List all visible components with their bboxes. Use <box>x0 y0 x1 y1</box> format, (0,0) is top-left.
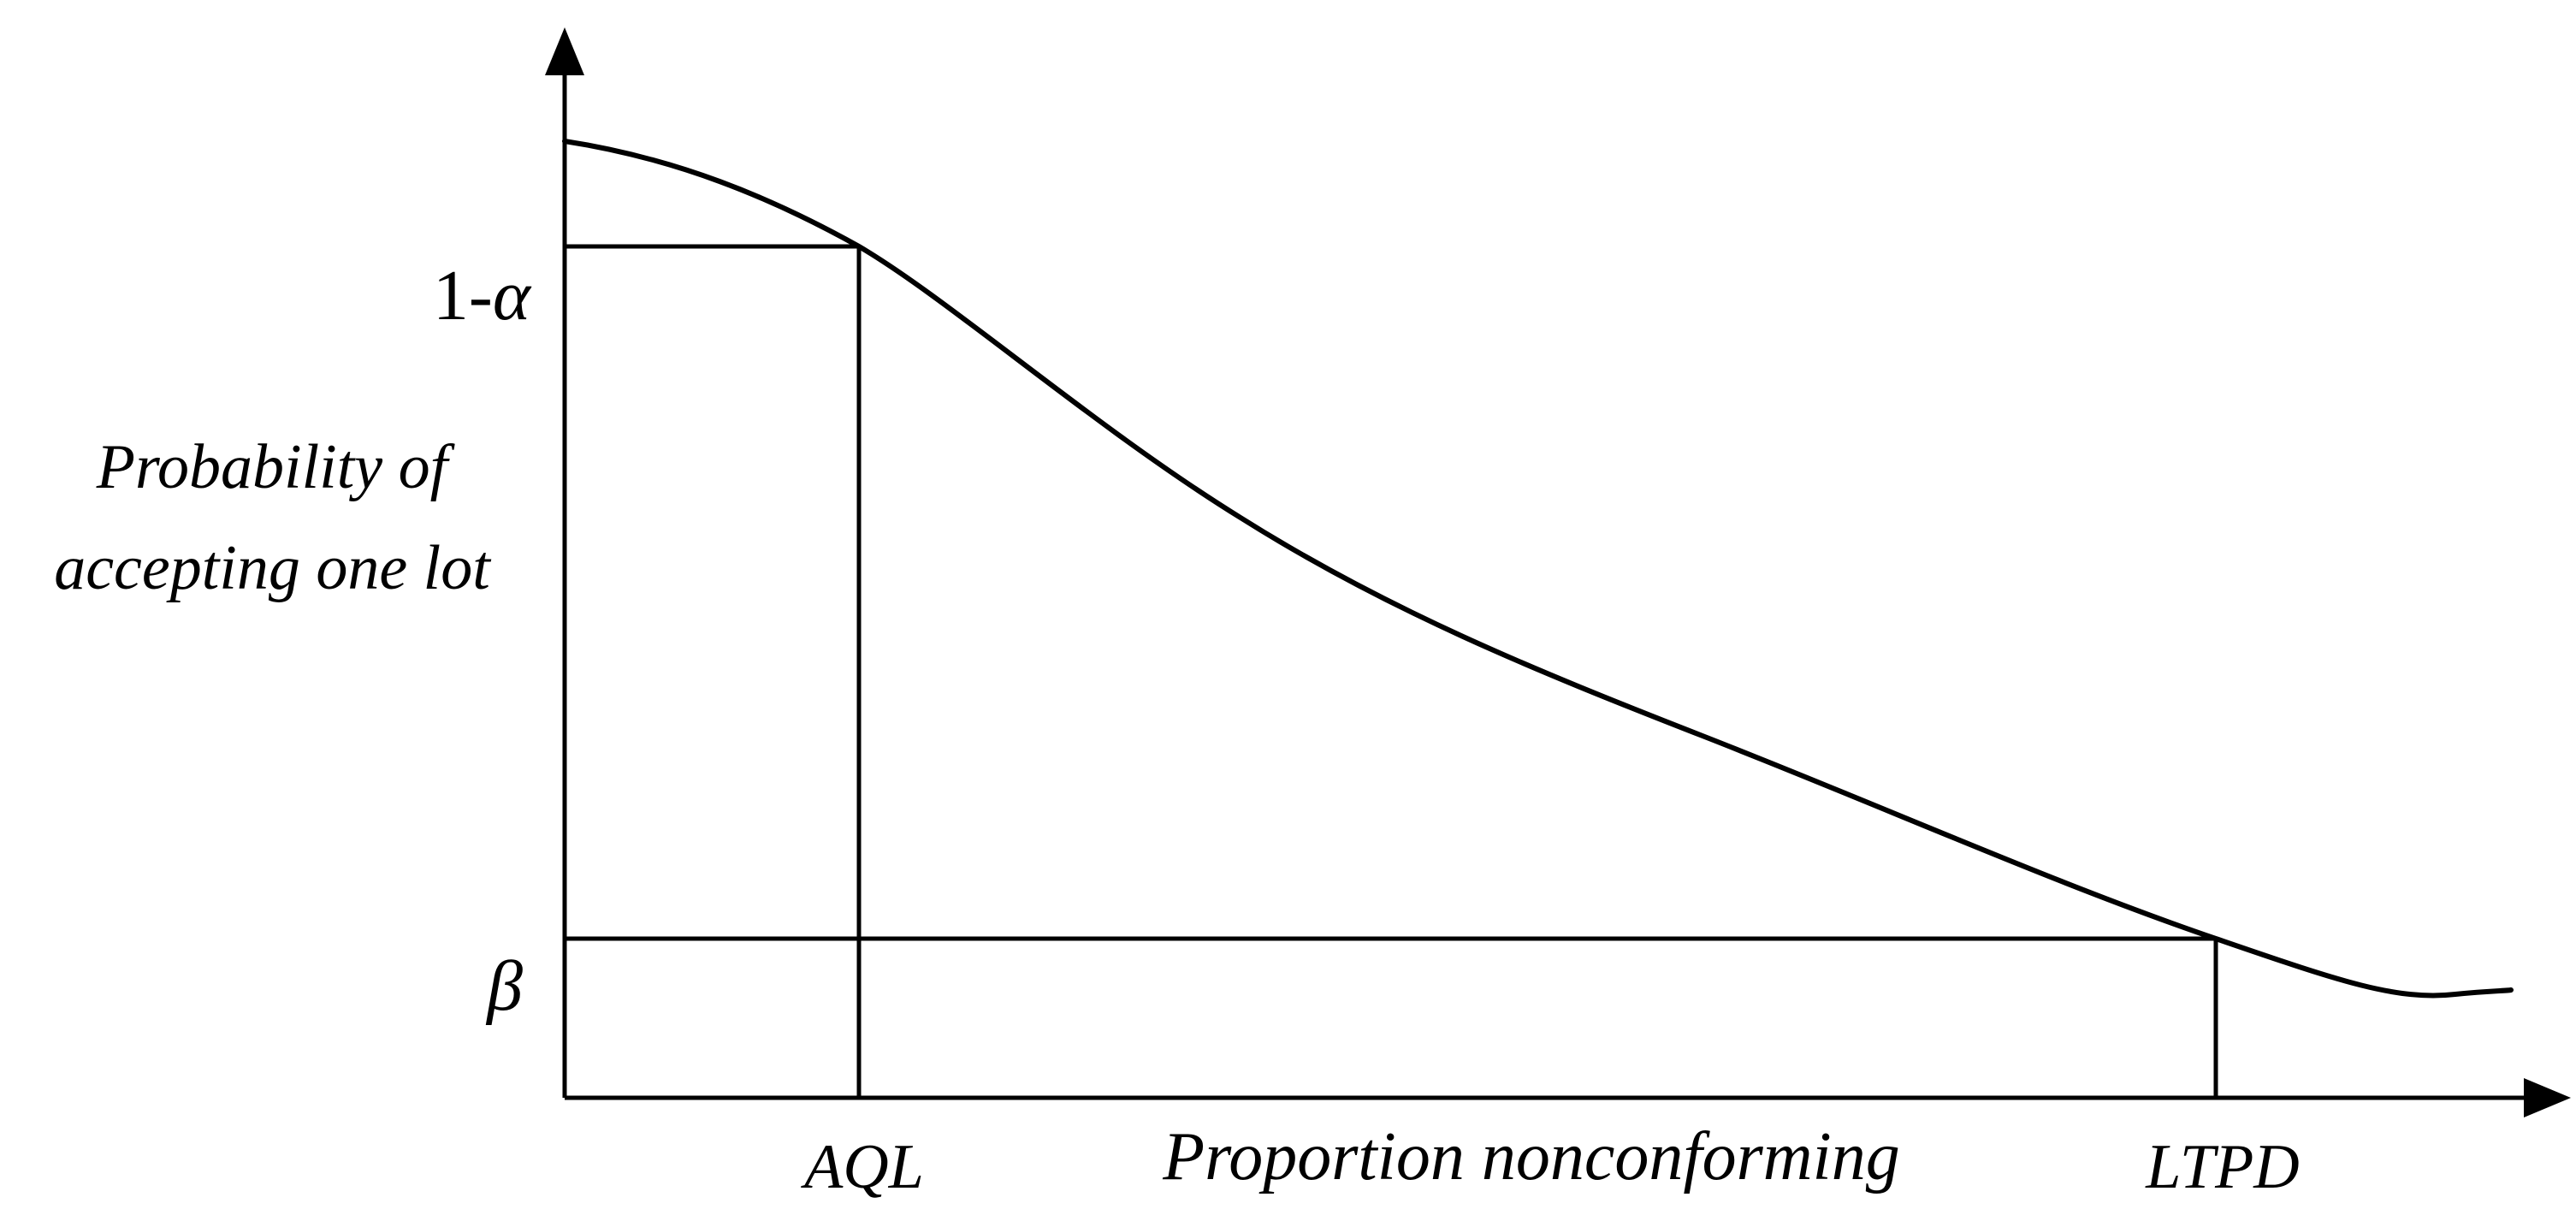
ltpd-label: LTPD <box>2145 1132 2299 1202</box>
y-axis-label-line2: accepting one lot <box>54 533 492 603</box>
x-axis-label: Proportion nonconforming <box>1162 1119 1899 1194</box>
aql-label: AQL <box>800 1132 924 1202</box>
lower-level-label: β <box>485 946 523 1026</box>
alpha-symbol: α <box>493 256 532 335</box>
y-axis-arrowhead <box>545 27 584 75</box>
upper-level-label: 1-α <box>433 256 532 335</box>
upper-level-prefix: 1- <box>433 256 493 335</box>
y-axis-label-line1: Probability of <box>96 432 456 502</box>
oc-curve <box>562 139 2514 999</box>
x-axis-arrowhead <box>2524 1078 2571 1117</box>
